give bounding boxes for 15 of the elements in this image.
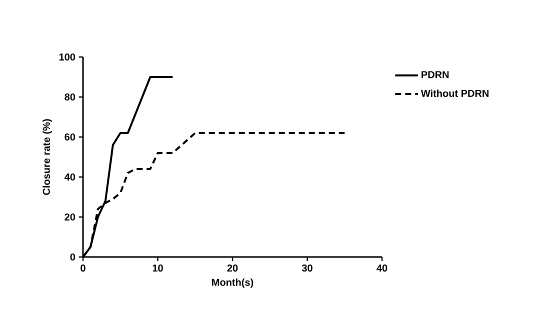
y-tick-label: 100	[59, 53, 76, 61]
y-tick-label: 80	[64, 93, 76, 101]
legend-label: PDRN	[422, 71, 449, 78]
x-tick-label: 30	[302, 264, 312, 272]
y-tick-label: 0	[70, 253, 76, 261]
x-tick-label: 0	[80, 264, 86, 272]
y-tick-label: 20	[64, 213, 76, 221]
x-tick-label: 40	[376, 264, 388, 272]
x-tick-label: 20	[227, 264, 238, 272]
x-axis-title: Month(s)	[212, 278, 254, 288]
legend-label: Without PDRN	[420, 90, 488, 97]
x-tick-label: 10	[152, 264, 163, 272]
y-tick-label: 40	[64, 173, 76, 181]
y-axis-title: Closure rate (%)	[42, 119, 52, 195]
y-tick-label: 60	[64, 133, 76, 141]
